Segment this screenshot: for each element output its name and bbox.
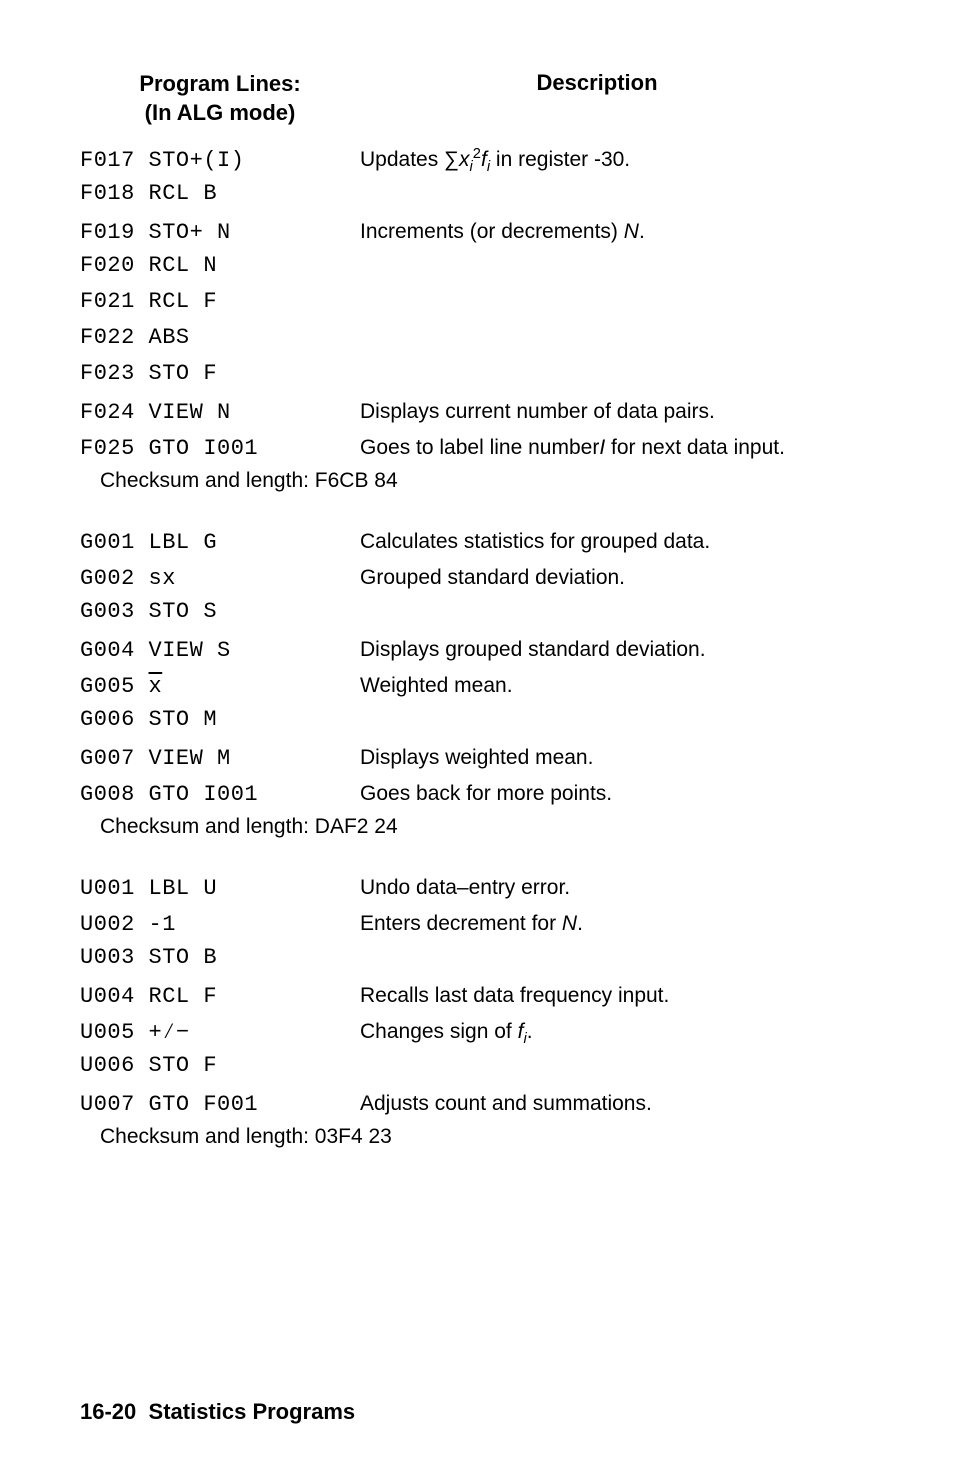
program-code: F021 RCL F	[80, 289, 360, 314]
program-code: G006 STO M	[80, 707, 360, 732]
program-code: F019 STO+ N	[80, 220, 360, 245]
program-code: G002 sx	[80, 566, 360, 591]
program-code: F025 GTO I001	[80, 436, 360, 461]
program-line: F024 VIEW NDisplays current number of da…	[80, 397, 874, 427]
program-line: U003 STO B	[80, 945, 874, 975]
program-code: F024 VIEW N	[80, 400, 360, 425]
program-code: G007 VIEW M	[80, 746, 360, 771]
program-line: U005 +⁄−Changes sign of fi.	[80, 1017, 874, 1047]
program-line: U004 RCL FRecalls last data frequency in…	[80, 981, 874, 1011]
block-u-lines: U001 LBL UUndo data–entry error.U002 -1E…	[80, 873, 874, 1119]
table-header: Program Lines: (In ALG mode) Description	[80, 70, 874, 127]
program-description: Goes back for more points.	[360, 779, 874, 808]
program-line: F020 RCL N	[80, 253, 874, 283]
program-description: Goes to label line numberI for next data…	[360, 433, 874, 462]
program-line: G005 xWeighted mean.	[80, 671, 874, 701]
program-code: U003 STO B	[80, 945, 360, 970]
program-code: F022 ABS	[80, 325, 360, 350]
program-description: Adjusts count and summations.	[360, 1089, 874, 1118]
program-line: G002 sxGrouped standard deviation.	[80, 563, 874, 593]
program-line: G003 STO S	[80, 599, 874, 629]
block-f-checksum: Checksum and length: F6CB 84	[100, 469, 874, 493]
block-g-lines: G001 LBL GCalculates statistics for grou…	[80, 527, 874, 809]
program-line: G001 LBL GCalculates statistics for grou…	[80, 527, 874, 557]
program-code: F020 RCL N	[80, 253, 360, 278]
program-line: F022 ABS	[80, 325, 874, 355]
program-code: U002 -1	[80, 912, 360, 937]
program-description: Undo data–entry error.	[360, 873, 874, 902]
program-code: U006 STO F	[80, 1053, 360, 1078]
program-code: F023 STO F	[80, 361, 360, 386]
program-code: G001 LBL G	[80, 530, 360, 555]
program-description: Recalls last data frequency input.	[360, 981, 874, 1010]
program-code: G008 GTO I001	[80, 782, 360, 807]
header-left-line2: (In ALG mode)	[80, 99, 360, 128]
program-description: Updates ∑xi2fi in register -30.	[360, 145, 874, 174]
program-code: G004 VIEW S	[80, 638, 360, 663]
block-u-checksum: Checksum and length: 03F4 23	[100, 1125, 874, 1149]
program-line: U002 -1Enters decrement for N.	[80, 909, 874, 939]
program-description: Enters decrement for N.	[360, 909, 874, 938]
program-description: Increments (or decrements) N.	[360, 217, 874, 246]
program-code: U004 RCL F	[80, 984, 360, 1009]
page-footer: 16-20 Statistics Programs	[80, 1399, 355, 1425]
block-g: G001 LBL GCalculates statistics for grou…	[80, 527, 874, 839]
program-line: G004 VIEW SDisplays grouped standard dev…	[80, 635, 874, 665]
program-code: U007 GTO F001	[80, 1092, 360, 1117]
program-line: F021 RCL F	[80, 289, 874, 319]
program-code: U001 LBL U	[80, 876, 360, 901]
footer-page-number: 16-20	[80, 1399, 136, 1424]
program-line: G008 GTO I001Goes back for more points.	[80, 779, 874, 809]
block-f: F017 STO+(I)Updates ∑xi2fi in register -…	[80, 145, 874, 493]
block-f-lines: F017 STO+(I)Updates ∑xi2fi in register -…	[80, 145, 874, 463]
program-code: G005 x	[80, 674, 360, 699]
program-description: Displays grouped standard deviation.	[360, 635, 874, 664]
program-line: F018 RCL B	[80, 181, 874, 211]
block-u: U001 LBL UUndo data–entry error.U002 -1E…	[80, 873, 874, 1149]
block-g-checksum: Checksum and length: DAF2 24	[100, 815, 874, 839]
program-description: Changes sign of fi.	[360, 1017, 874, 1046]
header-left-line1: Program Lines:	[80, 70, 360, 99]
header-description: Description	[360, 70, 874, 127]
program-line: U007 GTO F001Adjusts count and summation…	[80, 1089, 874, 1119]
program-line: G007 VIEW MDisplays weighted mean.	[80, 743, 874, 773]
program-line: U006 STO F	[80, 1053, 874, 1083]
program-description: Weighted mean.	[360, 671, 874, 700]
program-description: Calculates statistics for grouped data.	[360, 527, 874, 556]
program-code: G003 STO S	[80, 599, 360, 624]
program-line: F019 STO+ NIncrements (or decrements) N.	[80, 217, 874, 247]
program-code: U005 +⁄−	[80, 1020, 360, 1045]
program-description: Displays weighted mean.	[360, 743, 874, 772]
program-line: F025 GTO I001Goes to label line numberI …	[80, 433, 874, 463]
program-code: F018 RCL B	[80, 181, 360, 206]
program-line: F017 STO+(I)Updates ∑xi2fi in register -…	[80, 145, 874, 175]
program-line: U001 LBL UUndo data–entry error.	[80, 873, 874, 903]
footer-section-title: Statistics Programs	[149, 1399, 356, 1424]
program-line: G006 STO M	[80, 707, 874, 737]
program-code: F017 STO+(I)	[80, 148, 360, 173]
program-description: Displays current number of data pairs.	[360, 397, 874, 426]
program-description: Grouped standard deviation.	[360, 563, 874, 592]
program-line: F023 STO F	[80, 361, 874, 391]
header-program-lines: Program Lines: (In ALG mode)	[80, 70, 360, 127]
